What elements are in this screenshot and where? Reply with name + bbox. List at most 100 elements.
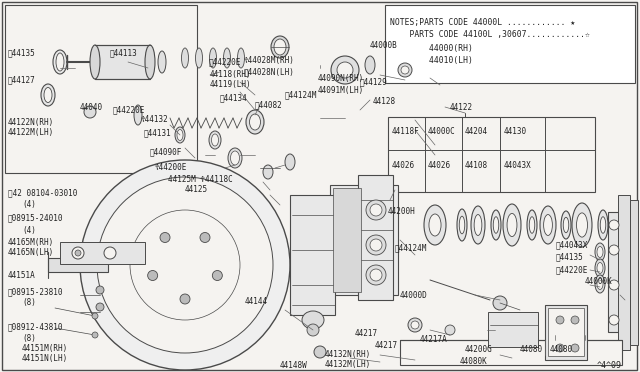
Text: (8): (8) — [22, 334, 36, 343]
Text: 44000C: 44000C — [428, 126, 456, 135]
Bar — [388, 117, 595, 192]
Ellipse shape — [598, 210, 608, 240]
Ellipse shape — [597, 263, 603, 273]
Circle shape — [160, 232, 170, 243]
Text: 44132M(LH): 44132M(LH) — [325, 360, 371, 369]
Ellipse shape — [145, 45, 155, 79]
Circle shape — [143, 223, 227, 307]
Circle shape — [157, 237, 213, 293]
Ellipse shape — [230, 151, 239, 165]
Ellipse shape — [365, 56, 375, 74]
Bar — [358, 175, 393, 300]
Bar — [385, 5, 635, 83]
Bar — [618, 195, 630, 350]
Circle shape — [370, 269, 382, 281]
Text: ⁄44135: ⁄44135 — [556, 253, 584, 262]
Text: ⁄44129: ⁄44129 — [360, 77, 388, 87]
Text: 44108: 44108 — [465, 160, 488, 170]
Ellipse shape — [595, 259, 605, 277]
Text: (8): (8) — [22, 298, 36, 308]
Ellipse shape — [285, 154, 295, 170]
Text: 44119(LH): 44119(LH) — [210, 80, 252, 90]
Circle shape — [130, 210, 240, 320]
Ellipse shape — [595, 275, 605, 293]
Bar — [48, 258, 108, 272]
Ellipse shape — [543, 215, 552, 235]
Ellipse shape — [597, 279, 603, 289]
Text: ⁄44124M: ⁄44124M — [395, 244, 428, 253]
Text: 44122: 44122 — [450, 103, 473, 112]
Text: 44217: 44217 — [355, 330, 378, 339]
Ellipse shape — [195, 48, 202, 68]
Ellipse shape — [209, 48, 216, 68]
Ellipse shape — [263, 165, 273, 179]
Text: 44090N(RH): 44090N(RH) — [318, 74, 364, 83]
Text: 44000K: 44000K — [585, 278, 612, 286]
Ellipse shape — [507, 214, 517, 237]
Ellipse shape — [209, 131, 221, 149]
Circle shape — [171, 251, 199, 279]
Text: 44132N(RH): 44132N(RH) — [325, 350, 371, 359]
Bar — [333, 188, 361, 292]
Text: 44165N(LH): 44165N(LH) — [8, 248, 54, 257]
Ellipse shape — [529, 217, 535, 233]
Ellipse shape — [577, 213, 588, 237]
Circle shape — [445, 325, 455, 335]
Circle shape — [75, 250, 81, 256]
Ellipse shape — [274, 39, 286, 55]
Circle shape — [92, 332, 98, 338]
Circle shape — [366, 235, 386, 255]
Text: 44040: 44040 — [80, 103, 103, 112]
Ellipse shape — [302, 311, 324, 329]
Text: ⁄44124M: ⁄44124M — [285, 90, 317, 99]
Text: Ⓥ08915-23810: Ⓥ08915-23810 — [8, 288, 63, 296]
Text: ⁄44220E: ⁄44220E — [556, 266, 588, 275]
Ellipse shape — [572, 203, 592, 247]
Ellipse shape — [540, 206, 556, 244]
Ellipse shape — [595, 243, 605, 261]
Bar — [5, 5, 197, 173]
Text: ^4^09: ^4^09 — [597, 362, 622, 371]
Ellipse shape — [563, 217, 569, 233]
Text: 44128: 44128 — [373, 97, 396, 106]
Circle shape — [493, 296, 507, 310]
Text: 44151M(RH): 44151M(RH) — [22, 343, 68, 353]
Text: 44130: 44130 — [504, 126, 527, 135]
Text: Ⓝ08912-43810: Ⓝ08912-43810 — [8, 323, 63, 331]
Circle shape — [80, 160, 290, 370]
Text: 44080: 44080 — [520, 346, 543, 355]
Circle shape — [72, 247, 84, 259]
Bar — [95, 45, 150, 79]
Ellipse shape — [223, 48, 230, 68]
Ellipse shape — [527, 210, 537, 240]
Circle shape — [200, 232, 210, 243]
Circle shape — [571, 344, 579, 352]
Text: 44118(RH): 44118(RH) — [210, 71, 252, 80]
Ellipse shape — [471, 206, 485, 244]
Ellipse shape — [460, 216, 465, 234]
Bar — [330, 185, 398, 295]
Circle shape — [178, 258, 192, 272]
Text: 44080: 44080 — [550, 346, 573, 355]
Text: ⁄44028N(LH): ⁄44028N(LH) — [244, 67, 295, 77]
Bar — [60, 242, 145, 264]
Bar — [548, 308, 584, 356]
Text: PARTS CODE 44100L ,30607............☆: PARTS CODE 44100L ,30607............☆ — [390, 29, 590, 38]
Text: 44026: 44026 — [392, 160, 415, 170]
Circle shape — [366, 265, 386, 285]
Text: 44118F: 44118F — [392, 126, 420, 135]
Ellipse shape — [41, 84, 55, 106]
Circle shape — [337, 62, 353, 78]
Ellipse shape — [175, 127, 185, 143]
Ellipse shape — [429, 214, 441, 236]
Text: ⁄44090F: ⁄44090F — [150, 148, 182, 157]
Text: 44000(RH): 44000(RH) — [390, 44, 473, 52]
Text: NOTES;PARTS CODE 44000L ............ ★: NOTES;PARTS CODE 44000L ............ ★ — [390, 17, 575, 26]
Circle shape — [180, 294, 190, 304]
Circle shape — [398, 63, 412, 77]
Text: (4): (4) — [22, 201, 36, 209]
Circle shape — [212, 270, 222, 280]
Text: 44204: 44204 — [465, 126, 488, 135]
Circle shape — [84, 106, 96, 118]
Text: ☦44028M(RH): ☦44028M(RH) — [244, 55, 295, 64]
